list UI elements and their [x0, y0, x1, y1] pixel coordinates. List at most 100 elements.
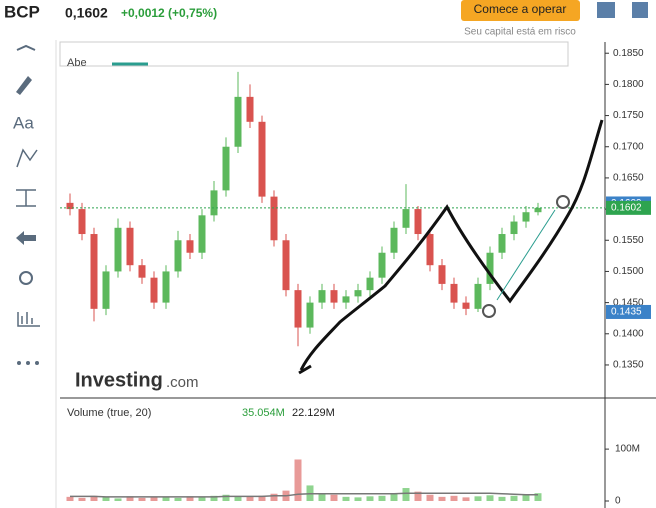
candle-body [318, 290, 326, 303]
volume-bar [186, 496, 194, 501]
candle-body [138, 265, 146, 278]
candle-body [510, 221, 518, 235]
toolbar: Aa [13, 44, 40, 365]
change: +0,0012 (+0,75%) [121, 6, 217, 20]
candle-body [306, 302, 314, 328]
volume-bar [426, 494, 434, 501]
tool-brush[interactable] [16, 76, 32, 95]
candle-body [114, 227, 122, 272]
tool-zoom[interactable] [19, 271, 33, 285]
trend-line [496, 209, 556, 301]
volume-bar [414, 491, 422, 501]
volume-legend: Volume (true, 20) [67, 407, 151, 419]
volume-bar [342, 496, 350, 501]
candle-body [366, 277, 374, 291]
candle-body [498, 234, 506, 253]
volume-bar [294, 459, 302, 501]
volume-bar [234, 496, 242, 501]
candle-body [474, 283, 482, 309]
y-tick-label: 0 [615, 496, 621, 507]
candle-body [438, 265, 446, 284]
volume-bar [258, 495, 266, 501]
candle-body [462, 302, 470, 309]
volume-pane: 0 100M [66, 444, 640, 507]
y-tick-label: 0.1700 [613, 141, 644, 152]
candle-body [162, 271, 170, 303]
candle-body [126, 227, 134, 266]
y-tick-label: 0.1650 [613, 173, 644, 184]
volume-bar [474, 496, 482, 501]
candle-body [78, 209, 86, 235]
logo-suffix: .com [166, 374, 199, 391]
price-pane: 0.13500.14000.14500.15000.15500.16000.16… [60, 48, 651, 371]
trend-anchor [556, 195, 570, 209]
volume-bar [438, 496, 446, 501]
candle-body [342, 296, 350, 303]
volume-bar [486, 495, 494, 501]
logo-brand: Investing [75, 369, 163, 391]
volume-bar [390, 493, 398, 501]
trade-button-label[interactable]: Comece a operar [474, 2, 567, 16]
drawing-toolbar-label: Abe [67, 57, 87, 69]
volume-bar [498, 496, 506, 501]
volume-bar [522, 494, 530, 501]
volume-bar [366, 496, 374, 501]
risk-note: Seu capital está em risco [464, 27, 576, 38]
volume-bar [318, 493, 326, 501]
tool-measure[interactable] [16, 189, 36, 207]
tool-text[interactable]: Aa [13, 113, 34, 132]
volume-bar [90, 495, 98, 501]
candle-body [66, 202, 74, 210]
candle-body [486, 252, 494, 284]
candle-body [534, 207, 542, 213]
price-marker [606, 200, 651, 215]
tool-line[interactable] [16, 44, 36, 51]
y-tick-label: 0.1400 [613, 328, 644, 339]
volume-bar [534, 493, 542, 501]
price-marker-label: 0.1435 [611, 307, 642, 318]
volume-bar [150, 496, 158, 501]
volume-bar [246, 496, 254, 501]
price: 0,1602 [65, 5, 108, 21]
volume-bar [126, 496, 134, 501]
volume-bar [114, 498, 122, 501]
price-marker [606, 304, 651, 319]
candle-body [450, 283, 458, 303]
price-marker-label: 0.1602 [611, 202, 642, 213]
volume-bar [450, 495, 458, 501]
drawing-toolbar [59, 41, 569, 67]
candle-body [198, 215, 206, 253]
y-tick-label: 0.1750 [613, 110, 644, 121]
candle-body [426, 234, 434, 266]
y-tick-label: 0.1850 [613, 48, 644, 59]
trade-button[interactable] [461, 0, 580, 21]
y-tick-label: 0.1350 [613, 360, 644, 371]
alert-icon[interactable] [632, 2, 648, 18]
volume-average-line [70, 492, 538, 498]
volume-bar [222, 494, 230, 501]
volume-bar [162, 497, 170, 501]
candle-body [414, 209, 422, 235]
volume-value: 35.054M [242, 407, 285, 419]
tool-pattern[interactable] [16, 148, 38, 168]
volume-bar [378, 495, 386, 501]
candle-body [282, 240, 290, 291]
tool-indicators[interactable] [17, 312, 40, 327]
volume-bar [198, 496, 206, 501]
portfolio-icon[interactable] [597, 2, 615, 18]
candle-body [90, 234, 98, 309]
y-tick-label: 0.1550 [613, 235, 644, 246]
volume-average: 22.129M [292, 407, 335, 419]
symbol: BCP [4, 2, 40, 21]
candle-body [378, 252, 386, 278]
candle-body [246, 96, 254, 122]
candle-body [186, 240, 194, 253]
volume-bar [174, 497, 182, 501]
volume-bar [270, 493, 278, 501]
candle-body [258, 121, 266, 197]
candle-body [402, 209, 410, 228]
tool-back[interactable] [16, 231, 36, 245]
